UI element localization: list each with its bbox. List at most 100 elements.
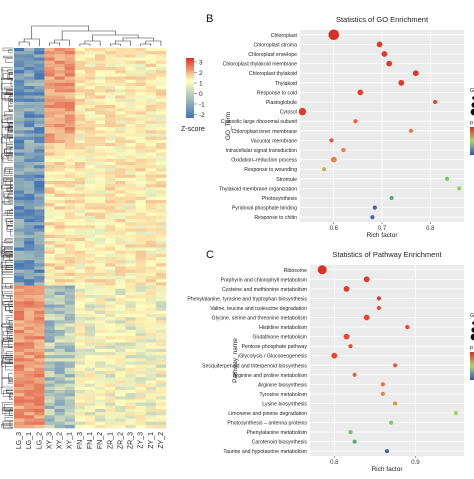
- heatmap-row: [14, 320, 167, 324]
- heatmap-cell: [95, 257, 106, 261]
- heatmap-cell: [84, 60, 96, 65]
- data-point: [352, 439, 357, 444]
- heatmap-cell: [135, 190, 147, 194]
- heatmap-cell: [14, 345, 25, 350]
- heatmap-cell: [155, 374, 167, 378]
- heatmap-cell: [95, 146, 106, 150]
- heatmap-cell: [84, 266, 96, 270]
- heatmap-cell: [105, 98, 116, 103]
- heatmap-column-label: ZY_3: [138, 432, 145, 449]
- heatmap-cell: [115, 424, 126, 429]
- heatmap-cell: [105, 51, 116, 55]
- colorbar-tick-label: 3: [199, 60, 203, 67]
- dendrogram-link: [10, 394, 13, 399]
- heatmap-cell: [84, 231, 96, 236]
- heatmap-cell: [145, 342, 157, 346]
- heatmap-cell: [24, 203, 35, 207]
- heatmap-cell: [44, 127, 55, 131]
- heatmap-cell: [74, 215, 86, 220]
- heatmap-cell: [125, 174, 136, 179]
- heatmap-cell: [14, 181, 25, 185]
- colorbar-tick-label: 1: [199, 81, 203, 88]
- heatmap-cell: [14, 139, 25, 144]
- heatmap-row: [14, 155, 167, 160]
- heatmap-cell: [64, 114, 76, 118]
- heatmap-cell: [84, 215, 96, 220]
- heatmap-cell: [24, 345, 35, 350]
- dendrogram-link: [4, 417, 13, 421]
- heatmap-cell: [74, 60, 86, 65]
- heatmap-cell: [84, 124, 96, 128]
- heatmap-cell: [155, 323, 167, 327]
- heatmap-cell: [14, 409, 25, 413]
- heatmap-cell: [64, 339, 76, 343]
- heatmap-cell: [105, 260, 116, 264]
- heatmap-cell: [115, 361, 126, 365]
- plot-area: [310, 265, 464, 456]
- heatmap-cell: [24, 386, 35, 391]
- heatmap-cell: [145, 139, 157, 144]
- heatmap-cell: [135, 117, 147, 122]
- heatmap-cell: [34, 168, 45, 172]
- heatmap-cell: [84, 209, 96, 213]
- heatmap-cell: [105, 402, 116, 407]
- heatmap-cell: [34, 187, 45, 191]
- heatmap-cell: [34, 326, 45, 331]
- heatmap-cell: [145, 380, 157, 384]
- heatmap-cell: [74, 367, 86, 372]
- heatmap-cell: [34, 193, 45, 198]
- heatmap-cell: [95, 162, 106, 166]
- heatmap-cell: [24, 215, 35, 220]
- heatmap-cell: [34, 358, 45, 362]
- heatmap-cell: [14, 187, 25, 191]
- heatmap-cell: [145, 336, 157, 340]
- heatmap-cell: [95, 247, 106, 251]
- heatmap-cell: [54, 174, 65, 179]
- dendrogram-link: [10, 208, 13, 211]
- colorbar-tick-label: 2: [199, 70, 203, 77]
- heatmap-cell: [44, 418, 55, 422]
- dendrogram-link: [3, 347, 13, 354]
- heatmap-cell: [155, 279, 167, 283]
- heatmap-cell: [95, 222, 106, 226]
- heatmap-cell: [64, 203, 76, 207]
- heatmap-cell: [105, 105, 116, 109]
- heatmap-cell: [125, 374, 136, 378]
- heatmap-cell: [125, 377, 136, 381]
- heatmap-cell: [95, 177, 106, 182]
- heatmap-cell: [115, 222, 126, 226]
- heatmap-cell: [24, 393, 35, 397]
- heatmap-cell: [115, 215, 126, 220]
- heatmap-cell: [125, 187, 136, 191]
- heatmap-cell: [54, 184, 65, 188]
- heatmap-cell: [135, 234, 147, 239]
- heatmap-cell: [125, 380, 136, 384]
- heatmap-cell: [135, 155, 147, 160]
- heatmap-cell: [34, 336, 45, 340]
- heatmap-cell: [155, 79, 167, 84]
- heatmap-cell: [105, 415, 116, 419]
- heatmap-cell: [44, 51, 55, 55]
- heatmap-cell: [84, 279, 96, 283]
- heatmap-cell: [125, 298, 136, 302]
- heatmap-cell: [135, 253, 147, 258]
- heatmap-cell: [74, 310, 86, 315]
- heatmap-cell: [74, 314, 86, 318]
- heatmap-cell: [125, 209, 136, 213]
- heatmap-cell: [14, 133, 25, 137]
- heatmap-cell: [145, 282, 157, 286]
- heatmap-cell: [14, 149, 25, 153]
- data-point: [412, 70, 419, 77]
- heatmap-cell: [115, 51, 126, 55]
- heatmap-cell: [44, 162, 55, 166]
- y-tick-label: Chloroplast envelope: [248, 52, 297, 58]
- data-point: [393, 363, 398, 368]
- heatmap-cell: [34, 291, 45, 296]
- heatmap-row: [14, 266, 167, 270]
- heatmap-cell: [84, 238, 96, 242]
- heatmap-cell: [135, 187, 147, 191]
- heatmap-cell: [44, 82, 55, 87]
- heatmap-cell: [74, 158, 86, 163]
- heatmap-cell: [24, 139, 35, 144]
- heatmap-cell: [95, 361, 106, 365]
